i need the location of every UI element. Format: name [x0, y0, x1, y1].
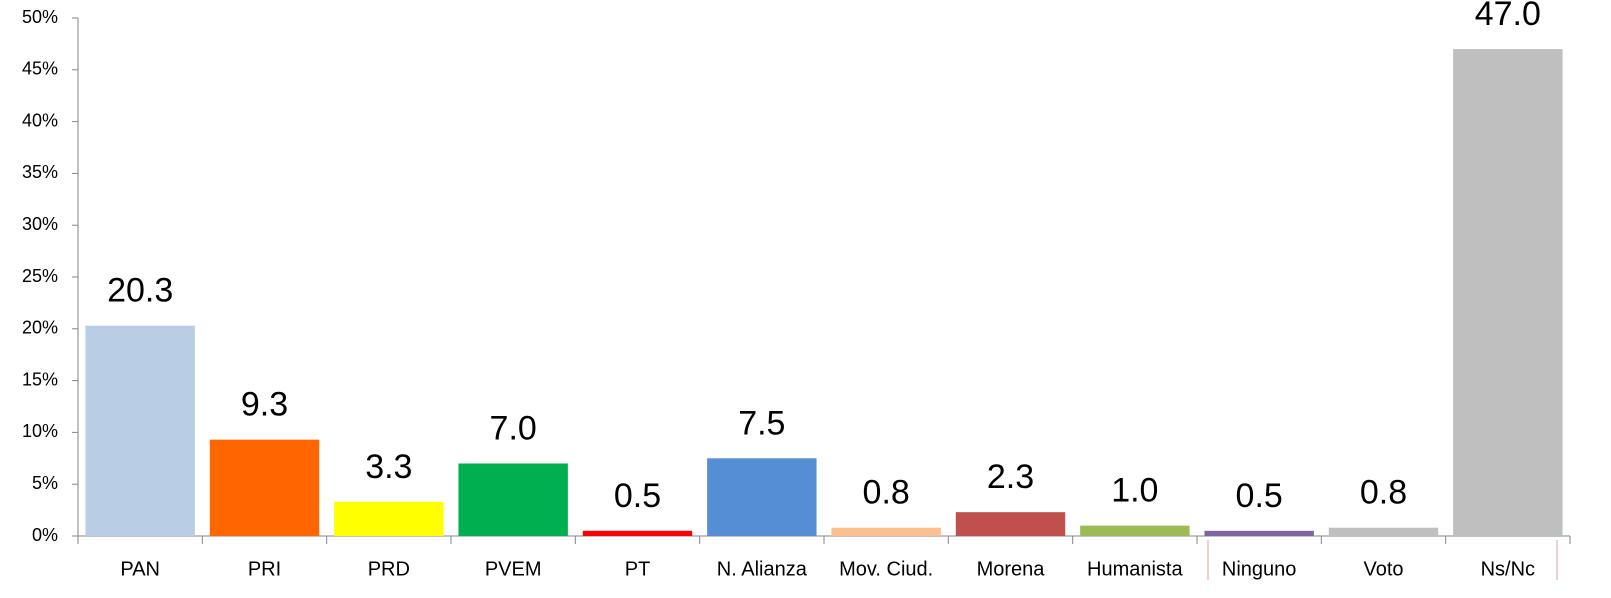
bar	[1080, 525, 1190, 536]
value-label: 20.3	[107, 272, 173, 310]
bar	[707, 458, 817, 536]
value-label: 47.0	[1475, 0, 1541, 33]
value-label: 3.3	[365, 448, 412, 486]
x-tick-label: Ninguno	[1222, 558, 1297, 580]
value-label: 2.3	[987, 458, 1034, 496]
value-label: 0.5	[614, 477, 661, 515]
value-label: 0.8	[1360, 474, 1407, 512]
bar	[831, 527, 941, 536]
y-tick-label: 25%	[22, 266, 58, 286]
x-tick-label: PT	[625, 558, 651, 580]
bar	[1204, 530, 1314, 536]
bar	[1453, 49, 1563, 536]
x-tick-label: PAN	[120, 558, 160, 580]
x-tick-label: Morena	[977, 558, 1046, 580]
x-tick-label: Humanista	[1087, 558, 1183, 580]
x-tick-label: PRI	[248, 558, 281, 580]
y-tick-label: 45%	[22, 59, 58, 79]
y-tick-label: 15%	[22, 369, 58, 389]
y-tick-label: 0%	[32, 525, 58, 545]
value-label: 0.8	[863, 474, 910, 512]
y-tick-label: 35%	[22, 162, 58, 182]
x-tick-label: N. Alianza	[717, 558, 808, 580]
x-tick-label: Ns/Nc	[1481, 558, 1535, 580]
bar	[334, 501, 444, 536]
value-label: 7.5	[738, 404, 785, 442]
bar	[209, 439, 320, 536]
y-tick-label: 10%	[22, 421, 58, 441]
bar	[85, 325, 195, 536]
y-tick-label: 40%	[22, 110, 58, 130]
y-tick-label: 50%	[22, 7, 58, 27]
bar	[582, 530, 693, 536]
x-tick-label: PVEM	[485, 558, 542, 580]
bar	[1328, 527, 1439, 536]
value-label: 7.0	[490, 409, 537, 447]
bar	[955, 512, 1066, 536]
bar	[458, 463, 568, 536]
y-tick-label: 30%	[22, 214, 58, 234]
x-tick-label: Voto	[1363, 558, 1403, 580]
y-tick-label: 5%	[32, 473, 58, 493]
value-label: 0.5	[1236, 477, 1283, 515]
x-tick-label: PRD	[368, 558, 410, 580]
value-label: 1.0	[1111, 472, 1158, 510]
x-tick-label: Mov. Ciud.	[839, 558, 933, 580]
y-tick-label: 20%	[22, 318, 58, 338]
value-label: 9.3	[241, 386, 288, 424]
